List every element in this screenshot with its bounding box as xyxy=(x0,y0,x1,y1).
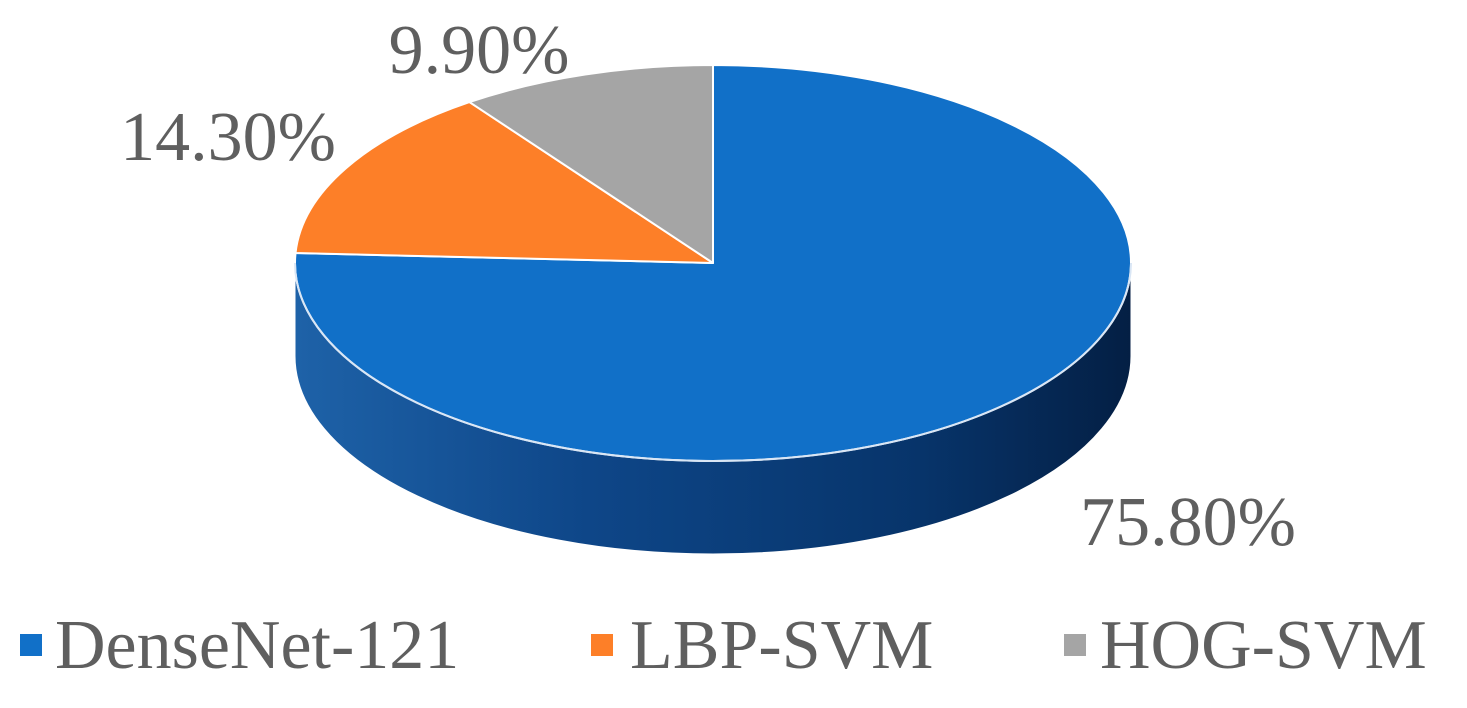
data-label-lbp-svm: 14.30% xyxy=(120,99,336,176)
slice-hog-svm xyxy=(468,64,714,264)
legend-item-lbp-svm: LBP-SVM xyxy=(591,607,933,684)
legend-swatch-lbp-svm xyxy=(591,634,613,656)
legend: DenseNet-121 LBP-SVM HOG-SVM xyxy=(20,607,1427,684)
legend-label-densenet-121: DenseNet-121 xyxy=(55,607,459,684)
slice-lbp-svm xyxy=(294,101,714,264)
data-label-densenet-121: 75.80% xyxy=(1080,484,1296,561)
data-label-hog-svm: 9.90% xyxy=(389,12,570,89)
legend-label-lbp-svm: LBP-SVM xyxy=(630,607,933,684)
legend-label-hog-svm: HOG-SVM xyxy=(1100,607,1427,684)
data-labels: 75.80% 14.30% 9.90% xyxy=(120,12,1296,561)
legend-swatch-densenet-121 xyxy=(20,634,42,656)
legend-swatch-hog-svm xyxy=(1064,634,1086,656)
legend-item-hog-svm: HOG-SVM xyxy=(1064,607,1427,684)
legend-item-densenet-121: DenseNet-121 xyxy=(20,607,459,684)
pie-rim xyxy=(294,262,1132,462)
pie-top-layer xyxy=(294,64,1132,462)
